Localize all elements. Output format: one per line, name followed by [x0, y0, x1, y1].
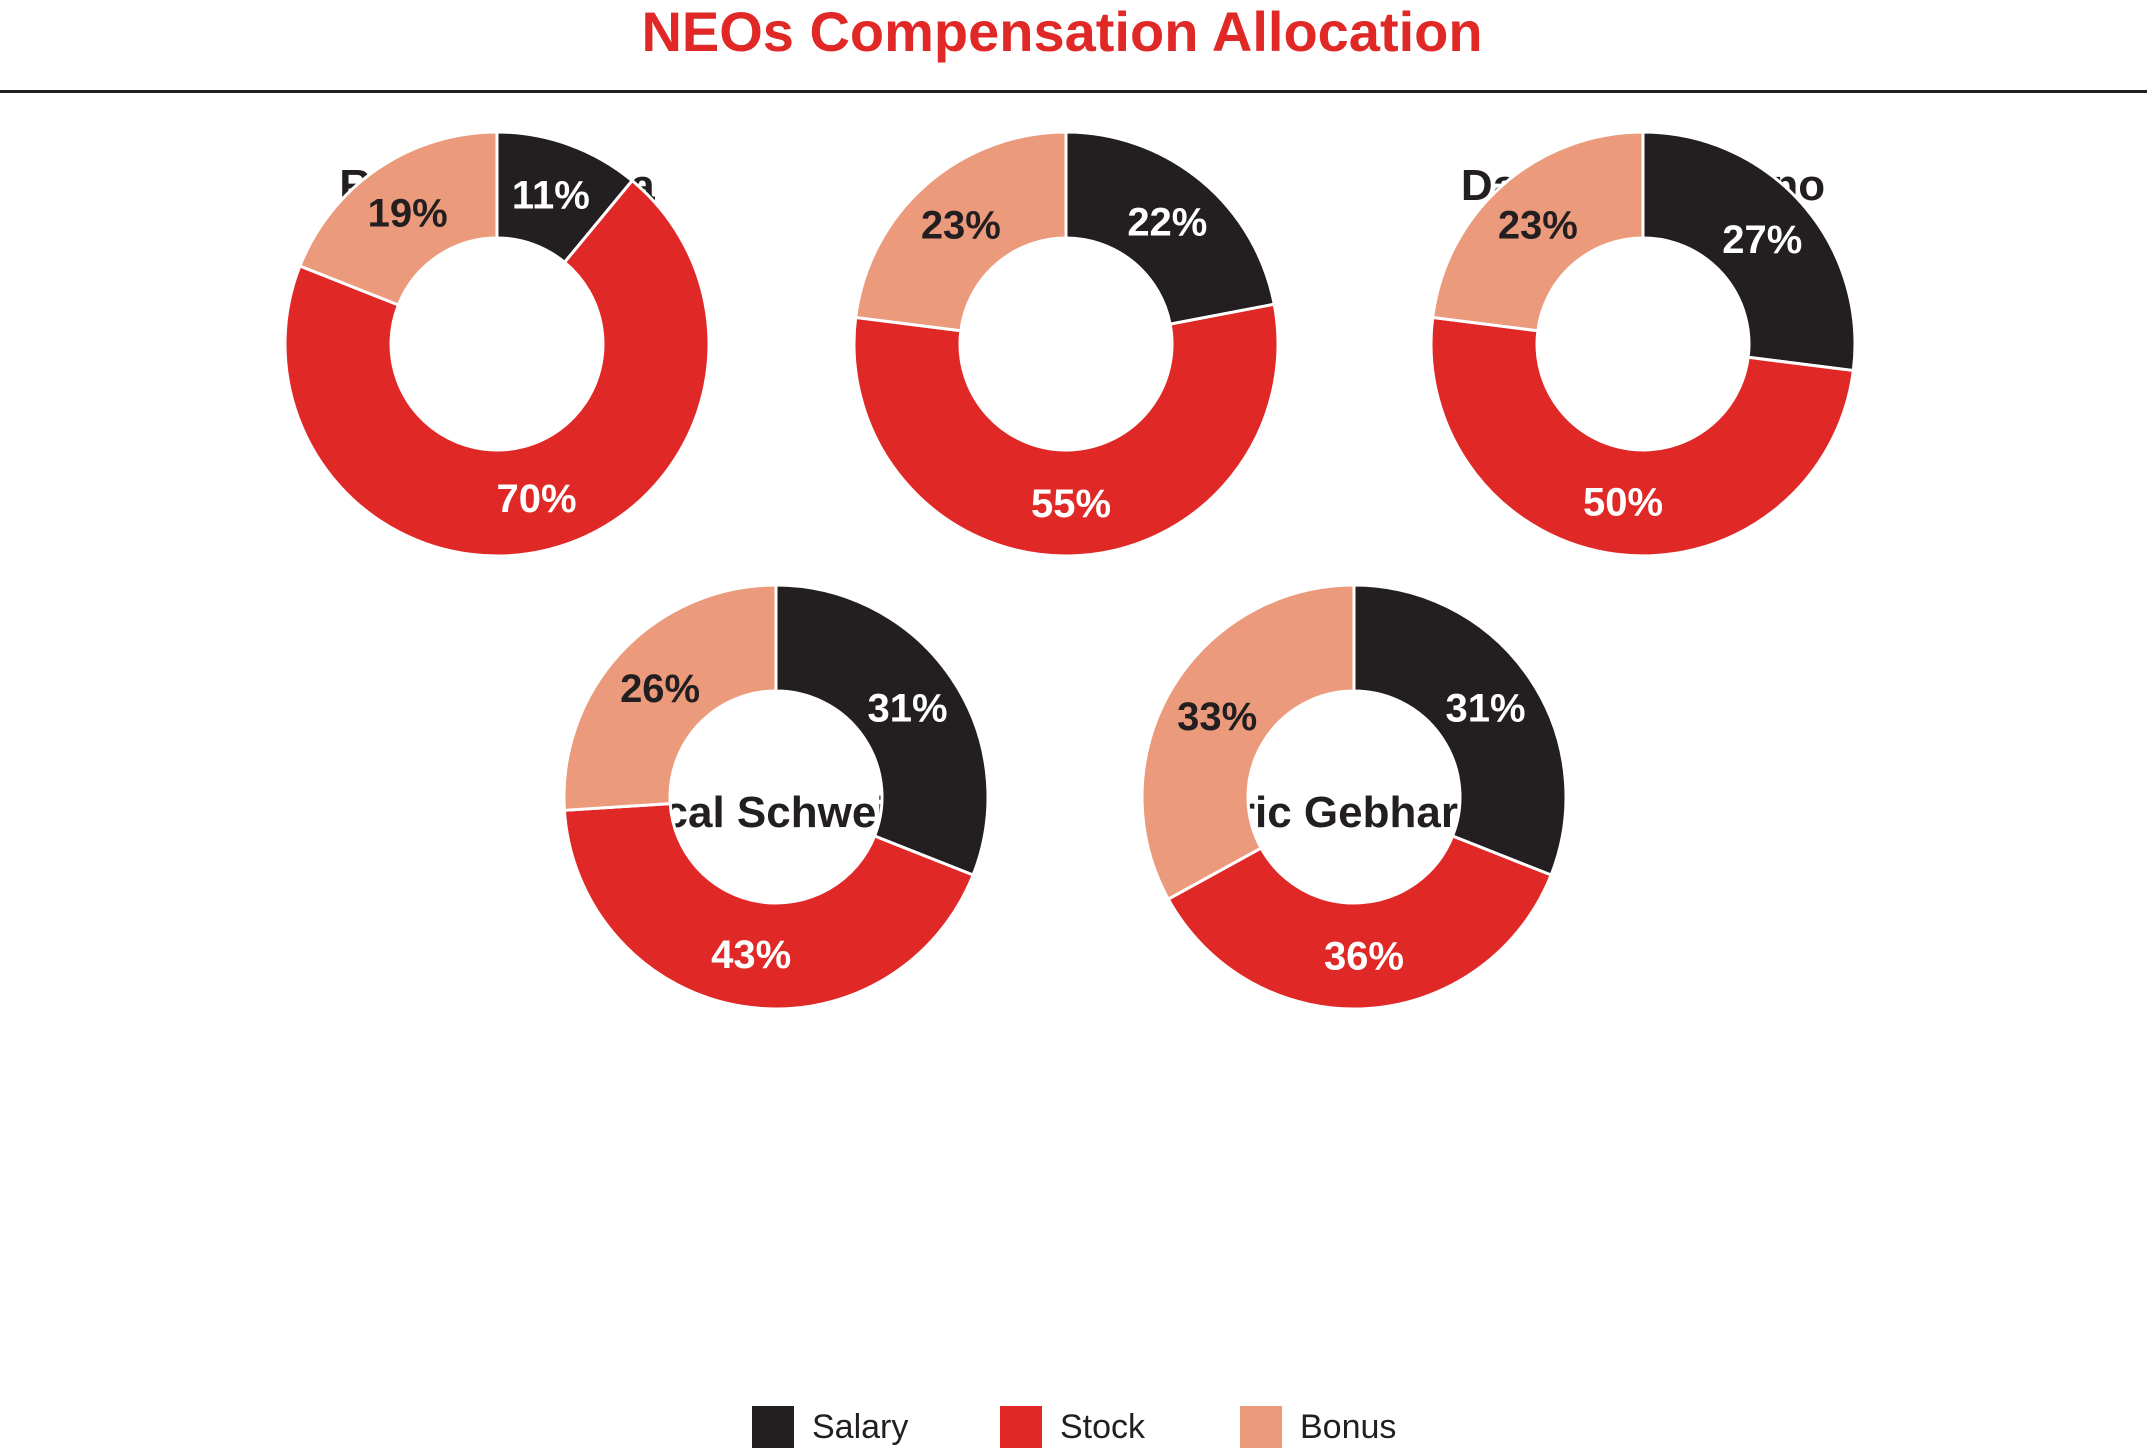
data-label-stock: 70% [497, 477, 577, 521]
legend-swatch-stock [1000, 1406, 1042, 1448]
data-label-bonus: 33% [1177, 695, 1257, 739]
donut-slice-salary [774, 583, 990, 877]
donut-chart-john-olin: John Olin22%55%23% [852, 130, 1280, 558]
donut-chart-david-l-deninno: David L. DeNinno27%50%23% [1429, 130, 1857, 558]
legend-item-stock: Stock [1000, 1406, 1145, 1448]
data-label-salary: 11% [512, 173, 590, 217]
chart-name: Eric Gebhardt [1209, 788, 1500, 837]
data-label-bonus: 23% [1498, 204, 1578, 248]
donut-slice-stock [1166, 834, 1554, 1011]
legend-label-stock: Stock [1060, 1407, 1146, 1446]
data-label-stock: 50% [1583, 481, 1663, 525]
data-label-stock: 36% [1324, 935, 1404, 979]
data-label-bonus: 23% [921, 204, 1001, 248]
donut-slice-stock [852, 302, 1280, 558]
chart-title: NEOs Compensation Allocation [641, 0, 1483, 63]
donut-slice-stock [283, 178, 711, 558]
donut-slice-bonus [1430, 130, 1645, 333]
legend-item-salary: Salary [752, 1406, 908, 1448]
donut-slice-stock [1429, 315, 1856, 558]
donut-slice-bonus [297, 130, 499, 307]
donut-slice-bonus [1140, 583, 1356, 902]
donut-chart-rafael-santana: Rafael Santana11%70%19% [283, 130, 711, 558]
data-label-bonus: 26% [620, 667, 700, 711]
legend-item-bonus: Bonus [1240, 1406, 1396, 1448]
data-label-salary: 27% [1722, 218, 1802, 262]
title-divider [0, 90, 2147, 93]
data-label-salary: 31% [867, 687, 947, 731]
legend-label-salary: Salary [812, 1407, 909, 1446]
donut-slice-stock [562, 802, 976, 1011]
donut-slice-salary [1064, 130, 1276, 326]
donut-slice-salary [1352, 583, 1568, 877]
data-label-salary: 22% [1127, 200, 1207, 244]
legend-swatch-salary [752, 1406, 794, 1448]
data-label-stock: 55% [1031, 482, 1111, 526]
legend-label-bonus: Bonus [1300, 1407, 1397, 1446]
data-label-salary: 31% [1445, 687, 1525, 731]
donut-chart-eric-gebhardt: Eric Gebhardt 31% 36% 33% [1140, 583, 1568, 1011]
data-label-bonus: 19% [368, 191, 448, 235]
donut-slice-salary [1641, 130, 1857, 373]
legend-swatch-bonus [1240, 1406, 1282, 1448]
data-label-stock: 43% [711, 933, 791, 977]
legend: Salary Stock Bonus [0, 1400, 2147, 1452]
donut-slice-bonus [853, 130, 1068, 333]
donut-slice-bonus [562, 583, 778, 812]
